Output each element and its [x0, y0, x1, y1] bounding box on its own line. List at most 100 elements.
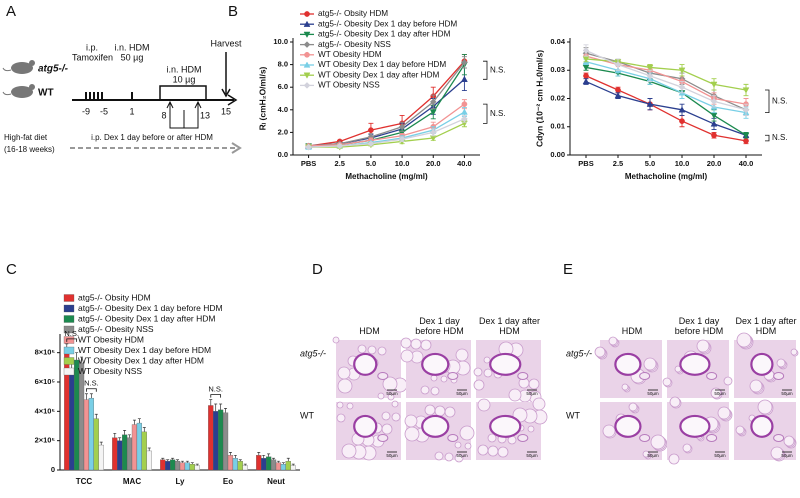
alveolus	[783, 435, 795, 447]
bar	[232, 458, 238, 471]
alveolus	[454, 453, 464, 463]
scale-bar-label: 50µm	[647, 453, 659, 458]
bar	[83, 399, 90, 471]
alveolus	[483, 356, 491, 364]
annotation: N.S.	[772, 133, 788, 142]
bar	[174, 461, 181, 471]
error-bar	[128, 434, 132, 438]
bar	[141, 431, 147, 471]
y-tick-label: 6×10⁵	[35, 377, 56, 386]
day-label: 13	[200, 110, 210, 120]
airway	[614, 414, 642, 438]
marker	[710, 112, 718, 119]
y-tick-label: 8.0	[278, 60, 288, 69]
column-header: HDM	[359, 326, 380, 336]
marker	[303, 82, 311, 89]
y-tick-label: 0.03	[550, 65, 565, 74]
marker	[460, 75, 468, 82]
alveolus	[508, 388, 522, 402]
alveolus	[420, 339, 432, 351]
y-tick-label: 10.0	[273, 37, 288, 46]
series-line	[308, 118, 465, 148]
diagram-label: Tamoxifen	[72, 52, 113, 62]
panel-label: B	[228, 3, 238, 20]
alveolus	[337, 366, 351, 380]
diagram-label: i.n. HDM	[114, 42, 149, 52]
marker	[646, 100, 654, 107]
annotation-bracket	[483, 60, 488, 80]
legend-label: atg5-/- Obesity Dex 1 day after HDM	[318, 30, 451, 39]
x-tick-label: PBS	[301, 159, 316, 168]
marker	[710, 97, 718, 105]
legend-label: WT Obesity HDM	[318, 50, 382, 59]
bar	[126, 437, 133, 471]
alveolus	[400, 349, 414, 363]
scale-bar-label: 50µm	[456, 391, 468, 396]
series-line	[585, 66, 747, 136]
legend-swatch	[63, 336, 75, 344]
error-bar	[286, 457, 290, 462]
column-header: HDM	[621, 326, 643, 336]
alveolus	[434, 405, 446, 417]
bar	[117, 440, 123, 471]
x-tick-label: 10.0	[395, 159, 410, 168]
marker	[742, 132, 750, 139]
alveolus	[336, 401, 344, 409]
diagram-label: (16-18 weeks)	[4, 145, 55, 154]
alveolus	[367, 345, 377, 355]
bar	[256, 455, 262, 471]
marker	[646, 64, 654, 71]
alveolus	[669, 396, 681, 408]
marker	[742, 106, 750, 114]
alveolus	[621, 383, 629, 391]
bar	[88, 397, 94, 471]
marker	[303, 61, 311, 68]
y-tick-label: 0.00	[550, 150, 565, 159]
error-bar	[142, 427, 146, 432]
marker	[398, 123, 406, 131]
histology-image	[336, 400, 401, 461]
panel-label: D	[312, 261, 323, 278]
legend-swatch	[63, 367, 75, 376]
marker	[711, 132, 717, 139]
alveolus	[477, 444, 489, 456]
alveolus	[381, 423, 393, 435]
day-label: 1	[129, 106, 134, 116]
alveolus	[736, 332, 752, 348]
marker	[710, 120, 718, 127]
day-label: -5	[100, 106, 108, 116]
marker	[583, 73, 589, 79]
x-tick-label: 10.0	[675, 159, 690, 168]
legend-swatch	[63, 315, 75, 323]
error-bar	[84, 393, 88, 400]
marker	[429, 109, 437, 116]
y-tick-label: 4.0	[278, 105, 288, 114]
legend-swatch	[63, 346, 75, 355]
annotation: N.S.	[208, 385, 223, 394]
alveolus	[464, 442, 472, 450]
y-tick-label: 0.01	[550, 122, 565, 131]
x-axis-label: Methacholine (mg/ml)	[345, 172, 428, 181]
legend-label: atg5-/- Obesity Dex 1 day before HDM	[78, 303, 223, 313]
bar	[179, 462, 186, 471]
scale-bar-label: 50µm	[714, 453, 726, 458]
bar	[170, 459, 176, 471]
column-header: Dex 1 day before HDM	[415, 316, 464, 336]
legend-label: atg5-/- Obesity Dex 1 day before HDM	[318, 19, 457, 28]
error-bar	[224, 408, 228, 413]
annotation: N.S.	[490, 109, 506, 118]
marker	[461, 101, 468, 108]
alveolus	[643, 357, 657, 371]
series-line	[585, 80, 747, 136]
error-bar	[80, 356, 84, 363]
x-tick-label: 5.0	[366, 159, 376, 168]
x-tick-label: MAC	[123, 477, 141, 486]
alveolus	[391, 400, 399, 408]
alveolus	[608, 336, 618, 346]
airway	[489, 414, 522, 438]
row-label: WT	[566, 410, 580, 420]
mouse-icon	[2, 60, 35, 98]
error-bar	[272, 457, 276, 460]
diagram-label: 10 µg	[173, 74, 196, 84]
alveolus	[346, 402, 354, 410]
